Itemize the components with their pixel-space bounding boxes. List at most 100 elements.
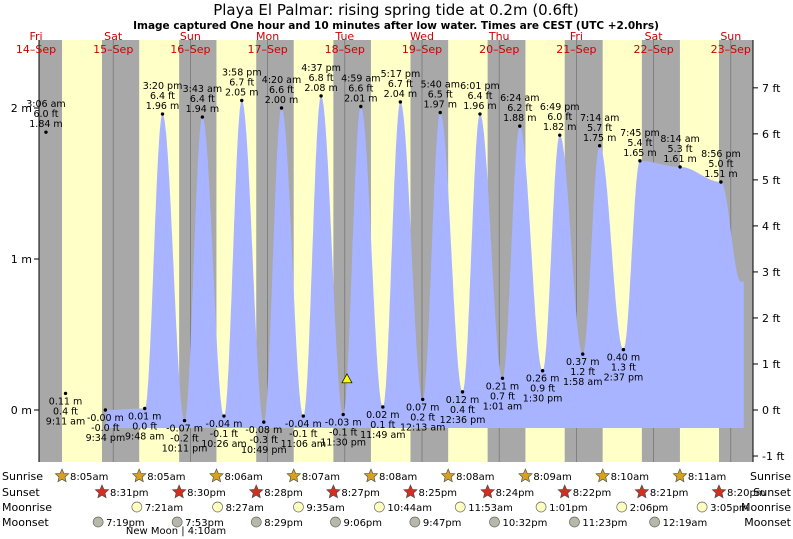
sunset-icon <box>171 484 187 499</box>
sunrise-time: 8:05am <box>147 472 185 483</box>
high-tide-point <box>44 130 48 134</box>
high-tide-time: 3:43 am <box>183 84 222 95</box>
low-tide-time: 1:58 am <box>563 377 602 388</box>
moonrise-time: 3:05pm <box>710 503 749 514</box>
moonrise-icon <box>212 501 223 513</box>
high-tide-point <box>398 100 403 104</box>
low-tide-time: 2:37 pm <box>604 373 644 384</box>
sunrise-icon <box>54 468 70 483</box>
sunrise-icon <box>672 468 688 483</box>
day-of-week: Sun <box>720 30 741 43</box>
date-label: 20–Sep <box>479 43 519 56</box>
low-tide-feet: 0.1 ft <box>370 420 395 431</box>
moonset-icon <box>409 516 421 528</box>
date-label: 21–Sep <box>556 43 596 56</box>
high-tide-feet: 6.4 ft <box>190 94 215 105</box>
day-of-week: Thu <box>488 30 510 43</box>
left-tick-label: 1 m <box>11 253 32 266</box>
moonrise-time: 8:27am <box>226 503 264 514</box>
sunset-icon <box>480 484 496 499</box>
header: Playa El Palmar: rising spring tide at 0… <box>133 1 659 32</box>
low-tide-feet: 1.3 ft <box>611 363 636 374</box>
high-tide-feet: 5.3 ft <box>668 144 693 155</box>
high-tide-time: 6:49 pm <box>540 102 580 113</box>
current-level-marker <box>341 373 353 384</box>
low-tide-time: 1:01 am <box>483 401 522 412</box>
low-tide-time: 12:36 pm <box>440 415 486 426</box>
low-tide-metres: 0.26 m <box>526 374 559 385</box>
high-tide-time: 6:01 pm <box>460 81 500 92</box>
low-tide-time: 10:11 pm <box>162 444 208 455</box>
high-tide-metres: 1.94 m <box>186 104 219 115</box>
sunset-time: 8:20pm <box>727 488 766 499</box>
date-label: 18–Sep <box>325 43 365 56</box>
high-tide-metres: 2.01 m <box>344 93 377 104</box>
low-tide-time: 11:06 am <box>281 439 326 450</box>
sunset-time: 8:27pm <box>341 488 380 499</box>
date-label: 16–Sep <box>170 43 210 56</box>
low-tide-feet: 0.0 ft <box>132 421 157 432</box>
high-tide-point <box>478 112 482 116</box>
low-tide-metres: -0.04 m <box>285 419 322 430</box>
high-tide-time: 7:45 pm <box>620 128 660 139</box>
high-tide-metres: 2.04 m <box>384 89 417 100</box>
high-tide-feet: 6.4 ft <box>467 91 492 102</box>
low-tide-metres: -0.00 m <box>87 413 124 424</box>
high-tide-point <box>558 133 562 137</box>
moonset-time: 7:19pm <box>106 518 145 529</box>
right-tick-label: 1 ft <box>762 358 781 371</box>
high-tide-time: 8:14 am <box>660 134 699 145</box>
low-tide-metres: 0.40 m <box>607 353 640 364</box>
low-tide-point <box>262 420 266 424</box>
day-of-week: Sun <box>180 30 201 43</box>
low-tide-feet: 0.4 ft <box>450 405 475 416</box>
high-tide-time: 4:37 pm <box>301 63 341 74</box>
astronomy-rows: Sunrise Sunset Moonrise Moonset Sunrise Sunse… <box>2 468 792 537</box>
date-label: 22–Sep <box>633 43 673 56</box>
high-tide-feet: 6.8 ft <box>309 73 334 84</box>
chart-subtitle: Image captured One hour and 10 minutes a… <box>133 20 659 32</box>
day-of-week: Fri <box>570 30 583 43</box>
high-tide-feet: 6.4 ft <box>150 91 175 102</box>
low-tide-point <box>581 352 585 356</box>
moonrise-time: 2:06pm <box>630 503 669 514</box>
right-tick-label: 3 ft <box>762 266 781 279</box>
moonset-icon <box>171 516 183 528</box>
sunset-icon <box>403 484 418 499</box>
low-tide-metres: -0.03 m <box>325 418 362 429</box>
legend-moonset-right: Moonset <box>744 516 791 529</box>
low-tide-time: 10:49 pm <box>241 445 287 456</box>
day-of-week: Mon <box>256 30 279 43</box>
high-tide-feet: 6.0 ft <box>33 109 58 120</box>
high-tide-feet: 6.5 ft <box>428 90 453 101</box>
high-tide-time: 3:06 am <box>26 99 65 110</box>
high-tide-feet: 6.7 ft <box>388 79 413 90</box>
tide-curve <box>106 95 744 429</box>
sunset-icon <box>711 484 727 499</box>
moonrise-icon <box>454 501 466 513</box>
low-tide-metres: -0.08 m <box>245 425 282 436</box>
moonset-icon <box>489 516 500 528</box>
sunset-icon <box>634 484 650 499</box>
date-label: 19–Sep <box>402 43 442 56</box>
high-tide-feet: 6.0 ft <box>547 112 572 123</box>
sunrise-icon <box>286 468 302 483</box>
sunset-time: 8:30pm <box>187 488 226 499</box>
right-tick-label: -1 ft <box>762 450 785 463</box>
low-tide-time: 11:49 am <box>360 430 405 441</box>
day-of-week: Fri <box>29 30 42 43</box>
left-tick-label: 0 m <box>11 404 32 417</box>
legend-sunrise-right: Sunrise <box>750 470 791 483</box>
high-tide-metres: 1.61 m <box>663 154 696 165</box>
low-tide-point <box>222 414 226 418</box>
high-tide-time: 4:59 am <box>341 73 380 84</box>
low-tide-feet: 0.2 ft <box>410 412 435 423</box>
moonrise-icon <box>616 501 628 513</box>
low-tide-time: 9:48 am <box>125 431 164 442</box>
sunrise-time: 8:10am <box>611 472 649 483</box>
sunset-time: 8:24pm <box>496 488 535 499</box>
low-tide-point <box>182 418 187 423</box>
date-label: 14–Sep <box>16 43 56 56</box>
sunset-time: 8:31pm <box>110 488 149 499</box>
axes: 2 m 1 m 0 m 7 ft 6 ft 5 ft 4 ft 3 ft 2 ft 1 ft 0 f… <box>11 40 785 463</box>
